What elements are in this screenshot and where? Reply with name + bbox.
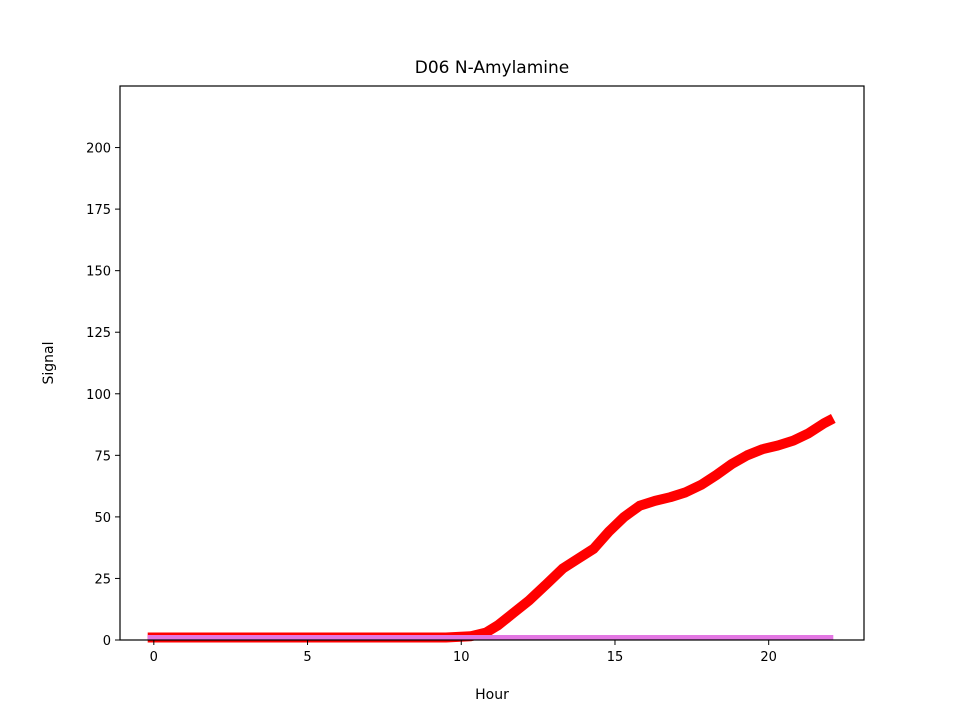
y-tick-label: 0 bbox=[103, 634, 111, 649]
y-tick-label: 25 bbox=[94, 572, 111, 587]
x-tick-label: 0 bbox=[150, 650, 158, 665]
y-tick-label: 50 bbox=[94, 511, 111, 526]
y-tick-label: 175 bbox=[86, 203, 111, 218]
chart-title: D06 N-Amylamine bbox=[415, 58, 570, 78]
y-tick-label: 100 bbox=[86, 388, 111, 403]
x-axis-label: Hour bbox=[475, 687, 509, 703]
y-tick-label: 150 bbox=[86, 265, 111, 280]
x-tick-label: 15 bbox=[607, 650, 624, 665]
x-tick-label: 20 bbox=[760, 650, 777, 665]
y-tick-label: 200 bbox=[86, 142, 111, 157]
y-tick-label: 125 bbox=[86, 326, 111, 341]
x-tick-label: 5 bbox=[303, 650, 311, 665]
plot-area bbox=[147, 413, 836, 643]
y-tick-label: 75 bbox=[94, 449, 111, 464]
y-axis-label: Signal bbox=[41, 341, 57, 384]
x-tick-label: 10 bbox=[453, 650, 470, 665]
plot-frame bbox=[119, 85, 865, 641]
